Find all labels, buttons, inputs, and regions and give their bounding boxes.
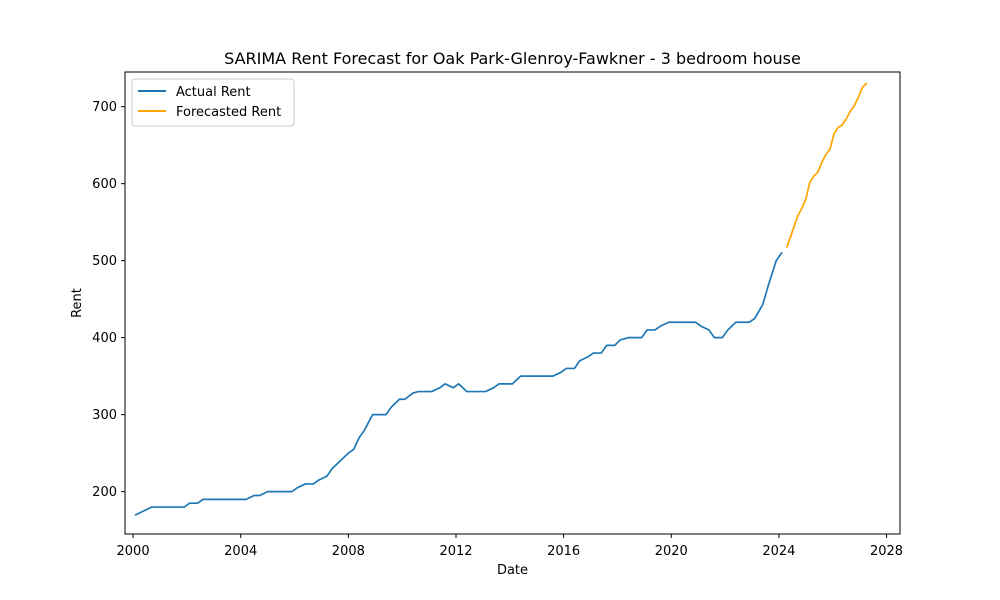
- x-tick-label: 2012: [439, 544, 472, 559]
- x-axis: 2000 2004 2008 2012 2016 2020 2024 2028: [117, 534, 903, 559]
- x-tick-label: 2020: [655, 544, 688, 559]
- y-tick-label: 200: [92, 485, 117, 500]
- y-tick-label: 600: [92, 177, 117, 192]
- legend-label-forecasted-rent: Forecasted Rent: [176, 105, 281, 120]
- x-tick-label: 2008: [332, 544, 365, 559]
- x-tick-label: 2004: [224, 544, 257, 559]
- x-tick-label: 2000: [117, 544, 150, 559]
- y-tick-label: 700: [92, 100, 117, 115]
- x-tick-label: 2028: [870, 544, 903, 559]
- plot-frame: [124, 71, 901, 535]
- series-lines: [134, 82, 868, 516]
- x-tick-label: 2016: [547, 544, 580, 559]
- series-line-forecasted-rent: [785, 82, 868, 248]
- y-axis: 200 300 400 500 600 700: [92, 100, 125, 500]
- y-tick-label: 500: [92, 254, 117, 269]
- y-tick-label: 300: [92, 408, 117, 423]
- legend-box: [131, 78, 295, 127]
- legend-label-actual-rent: Actual Rent: [176, 85, 251, 100]
- y-axis-label: Rent: [70, 288, 85, 318]
- y-tick-label: 400: [92, 331, 117, 346]
- chart-title: SARIMA Rent Forecast for Oak Park-Glenro…: [224, 49, 801, 68]
- x-axis-label: Date: [497, 563, 528, 578]
- legend: Actual Rent Forecasted Rent: [131, 78, 295, 127]
- x-tick-label: 2024: [762, 544, 795, 559]
- plot-area: [124, 71, 901, 535]
- series-line-actual-rent: [134, 251, 783, 516]
